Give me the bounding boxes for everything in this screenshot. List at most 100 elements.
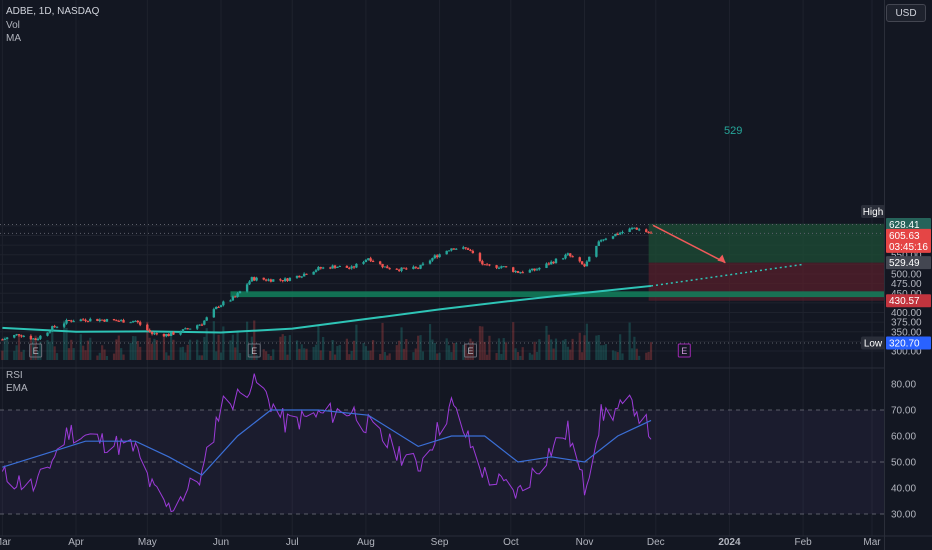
volume-bar [602,345,605,360]
volume-bar [638,355,641,360]
volume-bar [395,345,398,360]
candle [198,324,201,326]
volume-bar [452,343,455,360]
candle [200,324,204,326]
candle [519,272,522,274]
volume-bar [70,339,73,360]
low-tag-text: 320.70 [889,339,920,350]
volume-bar [462,344,465,360]
volume-bar [398,340,401,360]
price-tick: 475.00 [891,279,922,290]
price-tick: 375.00 [891,318,922,329]
candle [236,293,239,297]
candle [552,261,555,264]
candle [445,250,448,255]
volume-bar [101,345,104,360]
candle [300,276,303,278]
candle [245,284,249,292]
candle [264,279,268,281]
candle [272,279,275,282]
volume-bar [614,351,617,360]
rsi-tick: 30.00 [891,510,916,521]
time-tick: Mar [863,537,881,548]
volume-bar [86,340,90,360]
volume-bar [600,345,603,360]
support-zone [230,291,884,298]
time-tick: May [138,537,157,548]
volume-bar [317,325,320,360]
candle [248,281,251,285]
volume-bar [538,339,541,360]
candle [550,261,553,265]
volume-bar [438,352,441,360]
volume-bar [336,346,339,360]
volume-bar [319,350,322,360]
candle [17,334,21,336]
high-label: High [861,205,885,219]
volume-bar [3,336,6,360]
volume-bar [329,351,332,360]
volume-bar [514,348,517,360]
candle [500,266,503,268]
volume-bar [229,340,232,360]
low-tag: 320.70 [886,336,931,350]
volume-bar [203,336,206,360]
earnings-marker-label: E [33,346,39,356]
volume-bar [222,326,225,360]
candle [279,279,282,281]
candle [595,245,598,257]
earnings-marker: E [29,343,43,358]
currency-button[interactable]: USD [886,4,926,22]
volume-bar [414,348,417,360]
current-price-tag-bg [886,228,931,253]
candle [105,319,109,322]
price-tick: 300.00 [891,347,922,358]
candle [583,264,586,267]
volume-bar [647,351,650,360]
candle [367,258,370,260]
candle [36,338,40,341]
candle [350,266,353,269]
moving-average [2,263,804,334]
volume-bar [129,342,132,360]
candle [319,267,322,269]
volume-bar [362,343,365,360]
volume-bar [621,353,624,360]
volume-bar [22,349,25,360]
candle [119,320,123,322]
candle [288,277,292,281]
volume-bar [519,355,522,360]
candle [79,319,82,322]
candle [84,319,87,321]
volume-bar [84,350,87,360]
profit-zone [648,223,884,263]
volume-bar [628,322,631,360]
volume-bar [281,334,284,360]
candle [419,264,422,269]
candle [469,249,472,251]
volume-bar [122,354,125,360]
candle [196,325,199,329]
candle [483,264,486,266]
candle [416,267,420,269]
candle [96,318,99,321]
volume-bar [134,336,137,360]
candle [181,329,185,333]
volume-bar [562,340,565,360]
candle [502,266,505,268]
candle [48,331,52,333]
candle [336,266,339,268]
volume-bar [547,334,550,360]
earnings-marker: E [463,343,477,358]
candle [55,326,59,328]
volume-bar [348,354,351,360]
candle [621,232,624,234]
candle [383,266,387,268]
candle [283,278,287,282]
volume-bar [217,334,220,360]
volume-bar [504,342,508,360]
volume-bar [162,334,166,360]
volume-bar [569,349,572,360]
candle [67,319,71,321]
